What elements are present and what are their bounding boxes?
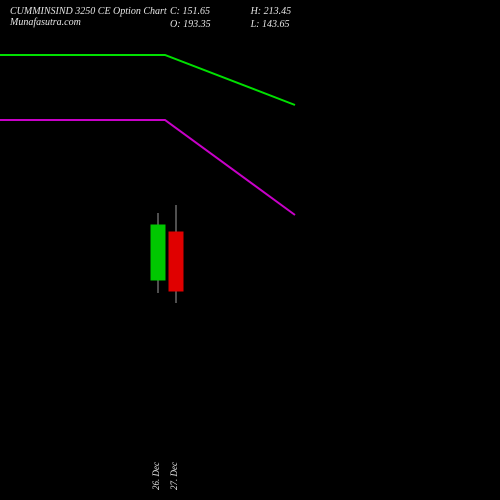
candle-body <box>151 225 165 280</box>
x-axis-labels: 26. Dec 27. Dec <box>0 430 500 490</box>
price-chart <box>0 0 500 500</box>
x-tick-label: 27. Dec <box>169 462 179 490</box>
x-tick-label: 26. Dec <box>151 462 161 490</box>
candle-body <box>169 232 183 291</box>
upper-band-line <box>0 55 295 105</box>
lower-band-line <box>0 120 295 215</box>
